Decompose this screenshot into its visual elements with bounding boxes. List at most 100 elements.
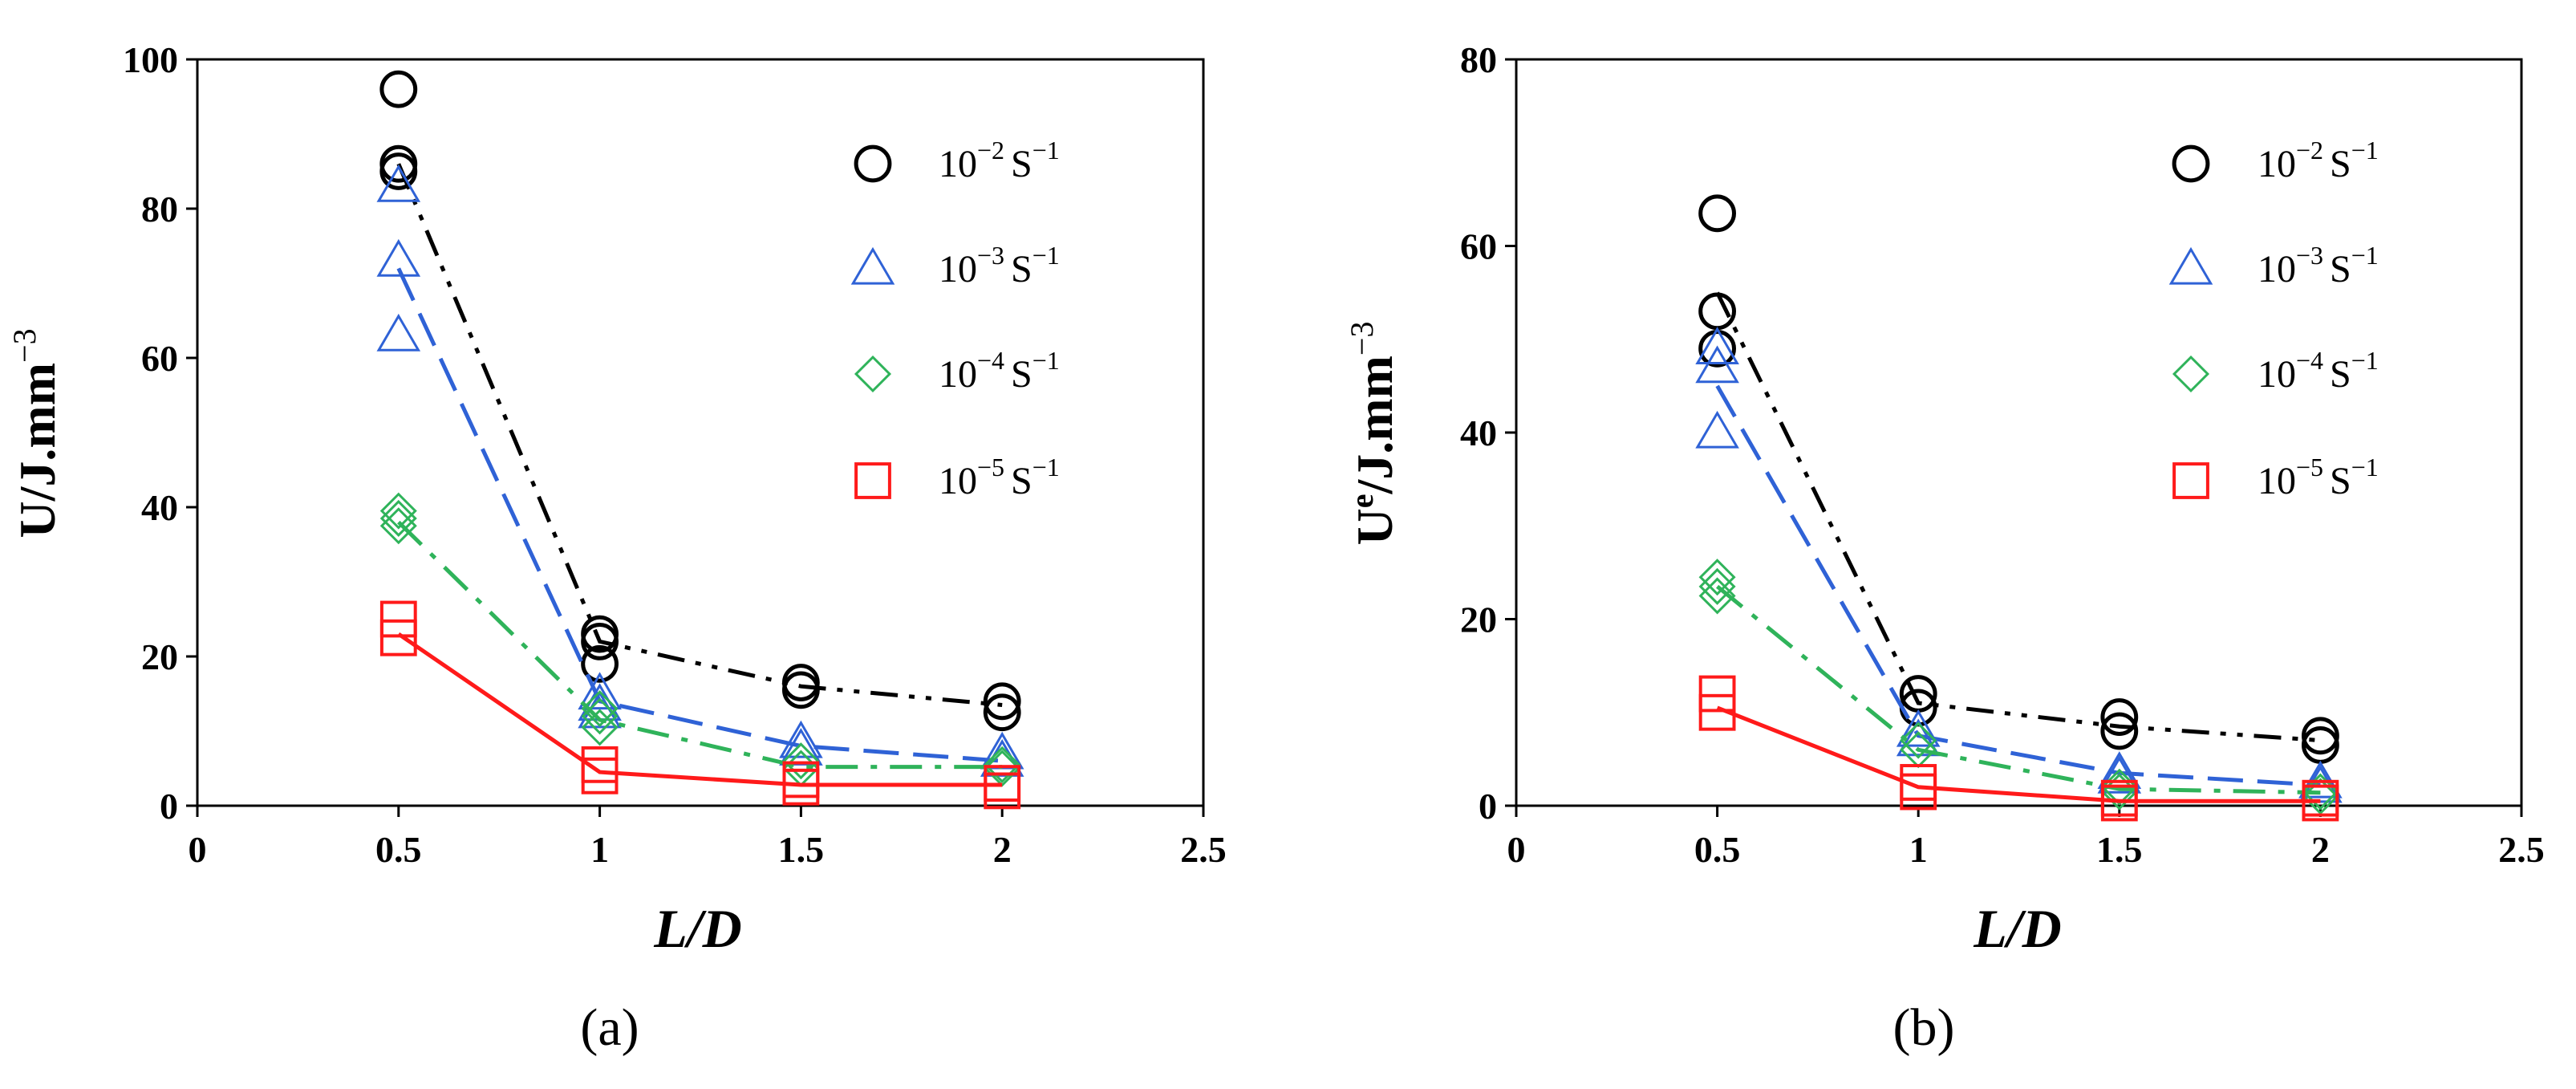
data-point-square <box>2302 784 2339 822</box>
y-tick-label: 20 <box>141 636 178 677</box>
data-point-circle <box>782 671 820 709</box>
data-point-circle <box>983 693 1021 732</box>
legend-label: 10−5 S−1 <box>2258 453 2379 502</box>
trend-line <box>396 267 1003 763</box>
data-point-diamond <box>2302 778 2339 815</box>
y-tick-label: 80 <box>141 189 178 230</box>
data-point-diamond <box>379 499 417 537</box>
x-tick-label: 0.5 <box>375 829 422 870</box>
data-point-square <box>1900 773 1937 811</box>
data-point-triangle <box>1896 718 1941 757</box>
data-point-circle <box>2100 712 2139 750</box>
data-point-triangle <box>779 720 823 758</box>
x-tick-label: 2 <box>993 829 1012 870</box>
y-tick-label: 100 <box>123 39 178 80</box>
data-point-circle <box>983 682 1021 721</box>
data-point-square <box>2100 784 2138 822</box>
x-tick-label: 0 <box>1507 829 1526 870</box>
data-point-circle <box>581 623 619 660</box>
data-point-square <box>984 772 1021 810</box>
data-point-circle <box>379 70 418 108</box>
data-point-triangle <box>1896 709 1941 747</box>
data-point-diamond <box>1698 567 1736 605</box>
panel-b: 0 0.5 1 1.5 2 2.5 0 20 40 60 80 L/D Ue/J.mm−3 10−2 S−1… <box>1344 39 2545 1057</box>
legend-label: 10−5 S−1 <box>939 453 1060 502</box>
series-3: 10−4 S−1 <box>379 346 1060 787</box>
data-point-triangle <box>1695 327 1739 365</box>
legend-marker-circle <box>2172 144 2210 183</box>
data-point-square <box>1698 693 1736 731</box>
data-point-triangle <box>578 672 622 710</box>
plot-frame <box>196 58 1205 807</box>
legend-marker-diamond <box>854 355 892 393</box>
legend-label: 10−2 S−1 <box>2258 136 2379 185</box>
data-point-triangle <box>376 164 421 202</box>
y-tick-label: 40 <box>141 487 178 528</box>
plot-frame <box>1515 58 2523 807</box>
panel-caption: (a) <box>580 998 639 1057</box>
data-point-diamond <box>581 697 619 735</box>
x-tick-label: 1 <box>1909 829 1928 870</box>
data-point-diamond <box>1698 559 1736 596</box>
legend-marker-triangle <box>2168 246 2213 285</box>
legend-marker-square <box>2172 462 2209 499</box>
trend-line <box>396 163 1003 707</box>
data-point-triangle <box>2097 755 2142 794</box>
legend-marker-circle <box>854 144 892 183</box>
data-point-circle <box>581 644 619 683</box>
panel-caption: (b) <box>1893 998 1955 1057</box>
data-point-triangle <box>376 313 421 351</box>
x-tick-label: 2.5 <box>1180 829 1227 870</box>
legend-label: 10−2 S−1 <box>939 136 1060 185</box>
y-tick-label: 80 <box>1460 39 1497 80</box>
legend-marker-triangle <box>850 246 895 285</box>
data-point-triangle <box>1695 345 1739 384</box>
data-point-square <box>1698 675 1736 713</box>
y-tick-label: 0 <box>1479 786 1497 827</box>
x-tick-label: 0.5 <box>1694 829 1741 870</box>
data-point-diamond <box>379 492 417 530</box>
legend-label: 10−4 S−1 <box>939 346 1060 396</box>
y-axis-title: Ue/J.mm−3 <box>1344 322 1403 546</box>
legend-label: 10−3 S−1 <box>2258 241 2379 291</box>
y-tick-label: 20 <box>1460 599 1497 640</box>
series-4: 10−5 S−1 <box>1698 453 2379 822</box>
data-point-circle <box>1698 329 1737 368</box>
data-point-square <box>581 757 619 794</box>
x-axis-title: L/D <box>653 898 742 959</box>
y-tick-label: 60 <box>1460 226 1497 267</box>
data-point-square <box>782 768 820 806</box>
trend-line <box>397 632 1003 787</box>
trend-line <box>397 520 1003 770</box>
series-4: 10−5 S−1 <box>379 453 1060 810</box>
legend-marker-diamond <box>2172 355 2210 393</box>
data-point-square <box>379 619 417 656</box>
trend-line <box>1716 584 2321 795</box>
data-point-diamond <box>1900 721 1937 759</box>
data-point-diamond <box>581 690 619 728</box>
data-point-circle <box>782 664 820 701</box>
data-point-circle <box>2302 717 2339 755</box>
trend-line <box>1716 705 2321 803</box>
trend-line <box>1715 384 2321 787</box>
x-axis-title: L/D <box>1973 898 2062 959</box>
x-tick-label: 0 <box>189 829 207 870</box>
panel-a: 0 0.5 1 1.5 2 2.5 0 20 40 60 80 100 L/D U/J.mm−3 10−2 S… <box>6 39 1227 1057</box>
series-2: 10−3 S−1 <box>1695 241 2379 803</box>
data-point-diamond <box>1698 577 1736 615</box>
data-point-triangle <box>1695 410 1739 449</box>
x-tick-label: 1 <box>590 829 609 870</box>
legend-label: 10−4 S−1 <box>2258 346 2379 396</box>
data-point-diamond <box>782 742 820 780</box>
legend-marker-square <box>854 462 891 499</box>
y-tick-label: 0 <box>160 786 178 827</box>
data-point-circle <box>2100 698 2139 736</box>
data-point-diamond <box>379 507 417 545</box>
data-point-circle <box>1698 292 1737 331</box>
trend-line <box>1715 291 2321 743</box>
series-1: 10−2 S−1 <box>379 70 1060 732</box>
data-point-circle <box>379 152 418 190</box>
x-tick-label: 2.5 <box>2498 829 2545 870</box>
y-tick-label: 60 <box>141 338 178 379</box>
